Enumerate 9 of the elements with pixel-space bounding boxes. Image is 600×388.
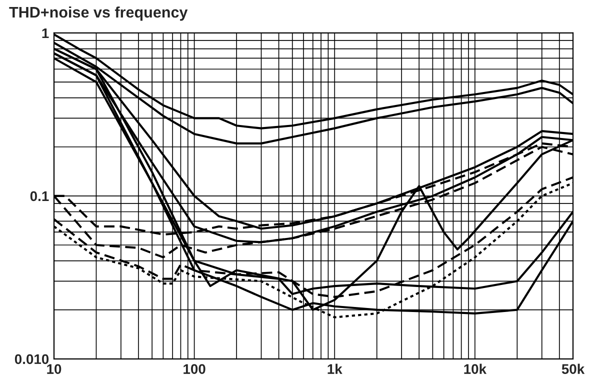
y-tick-label: 1 (42, 28, 49, 38)
x-tick-label: 50k (562, 364, 585, 374)
x-tick-label: 10 (47, 364, 62, 374)
x-tick-label: 10k (464, 364, 487, 374)
chart-title: THD+noise vs frequency (9, 6, 188, 21)
x-tick-label: 100 (184, 364, 206, 374)
y-tick-label: 0.010 (14, 354, 49, 364)
y-tick-label: 0.1 (30, 191, 49, 202)
x-tick-label: 1k (328, 364, 342, 374)
